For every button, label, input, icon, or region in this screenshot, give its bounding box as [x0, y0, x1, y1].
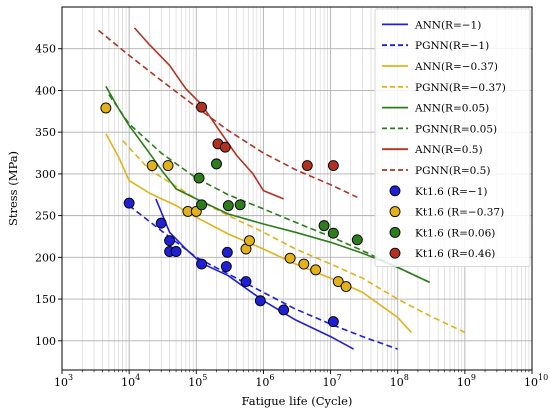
y-tick-label: 350 — [35, 126, 56, 139]
data-point-11-2 — [219, 141, 231, 153]
legend-label-9: Kt1.6 (R=−0.37) — [415, 207, 504, 219]
data-point-9-10 — [332, 276, 344, 287]
data-point-10-6 — [327, 227, 339, 239]
x-tick-exponent: 9 — [471, 373, 476, 382]
data-point-9-1 — [146, 160, 158, 172]
legend-swatch-marker-11 — [389, 247, 401, 259]
legend-box — [374, 8, 531, 268]
legend-label-6: ANN(R=0.5) — [414, 144, 483, 156]
legend: ANN(R=−1) PGNN(R=−1) ANN(R=−0.37) PGNN(R=−0… — [374, 8, 531, 268]
x-tick-exponent: 3 — [68, 373, 73, 382]
series-line-6 — [133, 27, 284, 200]
plot-frame — [61, 6, 533, 371]
x-tick-exponent: 7 — [337, 373, 342, 382]
x-tick-base: 10 — [323, 376, 337, 389]
data-point-9-2 — [162, 160, 174, 172]
legend-label-4: ANN(R=0.05) — [414, 103, 489, 115]
legend-swatch-marker-10 — [389, 226, 401, 238]
series-line-4 — [105, 85, 431, 284]
legend-label-7: PGNN(R=0.5) — [415, 165, 490, 177]
legend-label-10: Kt1.6 (R=0.06) — [415, 227, 495, 239]
x-tick-base: 10 — [457, 376, 471, 389]
data-point-8-2 — [164, 235, 176, 247]
series-line-3 — [122, 139, 466, 334]
y-tick-label: 250 — [35, 210, 56, 223]
x-axis-label: Fatigue life (Cycle) — [242, 394, 353, 408]
legend-label-2: ANN(R=−0.37) — [414, 61, 498, 73]
data-point-11-0 — [196, 101, 208, 113]
data-point-11-4 — [327, 160, 339, 172]
data-point-8-7 — [221, 246, 233, 258]
data-point-8-1 — [155, 217, 167, 229]
data-point-9-8 — [298, 258, 310, 270]
x-tick-base: 10 — [188, 376, 202, 389]
legend-swatch-marker-8 — [389, 185, 401, 197]
y-tick-label: 450 — [35, 43, 56, 56]
x-tick-base: 10 — [54, 376, 68, 389]
data-point-9-6 — [244, 235, 255, 247]
data-point-8-8 — [240, 276, 252, 287]
legend-swatch-marker-9 — [389, 206, 401, 218]
y-tick-label: 200 — [35, 251, 56, 264]
axes: 10 3 10 4 10 5 10 6 10 7 10 8 10 9 10 10100150200250300… — [35, 6, 548, 389]
data-point-10-7 — [351, 234, 363, 246]
x-tick-base: 10 — [121, 376, 135, 389]
legend-label-1: PGNN(R=−1) — [415, 40, 489, 52]
data-point-8-6 — [220, 261, 232, 272]
x-tick-base: 10 — [524, 376, 538, 389]
y-axis-label: Stress (MPa) — [6, 151, 20, 226]
data-point-8-5 — [196, 258, 208, 270]
data-point-8-0 — [123, 197, 135, 209]
y-tick-label: 150 — [35, 293, 56, 306]
legend-label-3: PGNN(R=−0.37) — [415, 82, 506, 94]
data-point-9-0 — [100, 102, 112, 114]
series-line-7 — [97, 29, 358, 199]
data-point-10-5 — [318, 220, 330, 232]
legend-label-8: Kt1.6 (R=−1) — [415, 186, 487, 198]
data-point-10-1 — [196, 199, 208, 211]
x-tick-exponent: 10 — [538, 373, 548, 382]
x-tick-exponent: 5 — [202, 373, 207, 382]
data-point-10-0 — [193, 172, 205, 184]
data-point-10-3 — [222, 200, 234, 212]
x-tick-exponent: 8 — [404, 373, 409, 382]
series-line-5 — [108, 94, 431, 284]
data-point-8-9 — [254, 295, 266, 307]
y-tick-label: 300 — [35, 168, 56, 181]
series-line-0 — [155, 198, 354, 350]
data-point-8-10 — [278, 304, 290, 316]
x-tick-base: 10 — [390, 376, 404, 389]
x-tick-exponent: 4 — [135, 373, 140, 382]
data-point-10-4 — [234, 199, 246, 211]
data-point-8-11 — [327, 316, 339, 328]
data-point-9-7 — [284, 252, 296, 264]
legend-label-0: ANN(R=−1) — [414, 19, 481, 31]
series-layer — [97, 27, 466, 350]
series-line-1 — [128, 204, 398, 350]
y-tick-label: 100 — [35, 335, 56, 348]
data-point-11-3 — [301, 160, 313, 172]
data-point-10-2 — [211, 158, 222, 170]
data-point-9-9 — [310, 264, 322, 276]
legend-label-11: Kt1.6 (R=0.46) — [415, 248, 495, 260]
data-point-9-11 — [340, 281, 352, 293]
x-tick-exponent: 6 — [269, 373, 274, 382]
data-point-8-4 — [170, 246, 182, 257]
x-tick-base: 10 — [255, 376, 269, 389]
y-tick-label: 400 — [35, 84, 56, 97]
series-line-2 — [105, 133, 412, 333]
legend-label-5: PGNN(R=0.05) — [415, 123, 497, 135]
